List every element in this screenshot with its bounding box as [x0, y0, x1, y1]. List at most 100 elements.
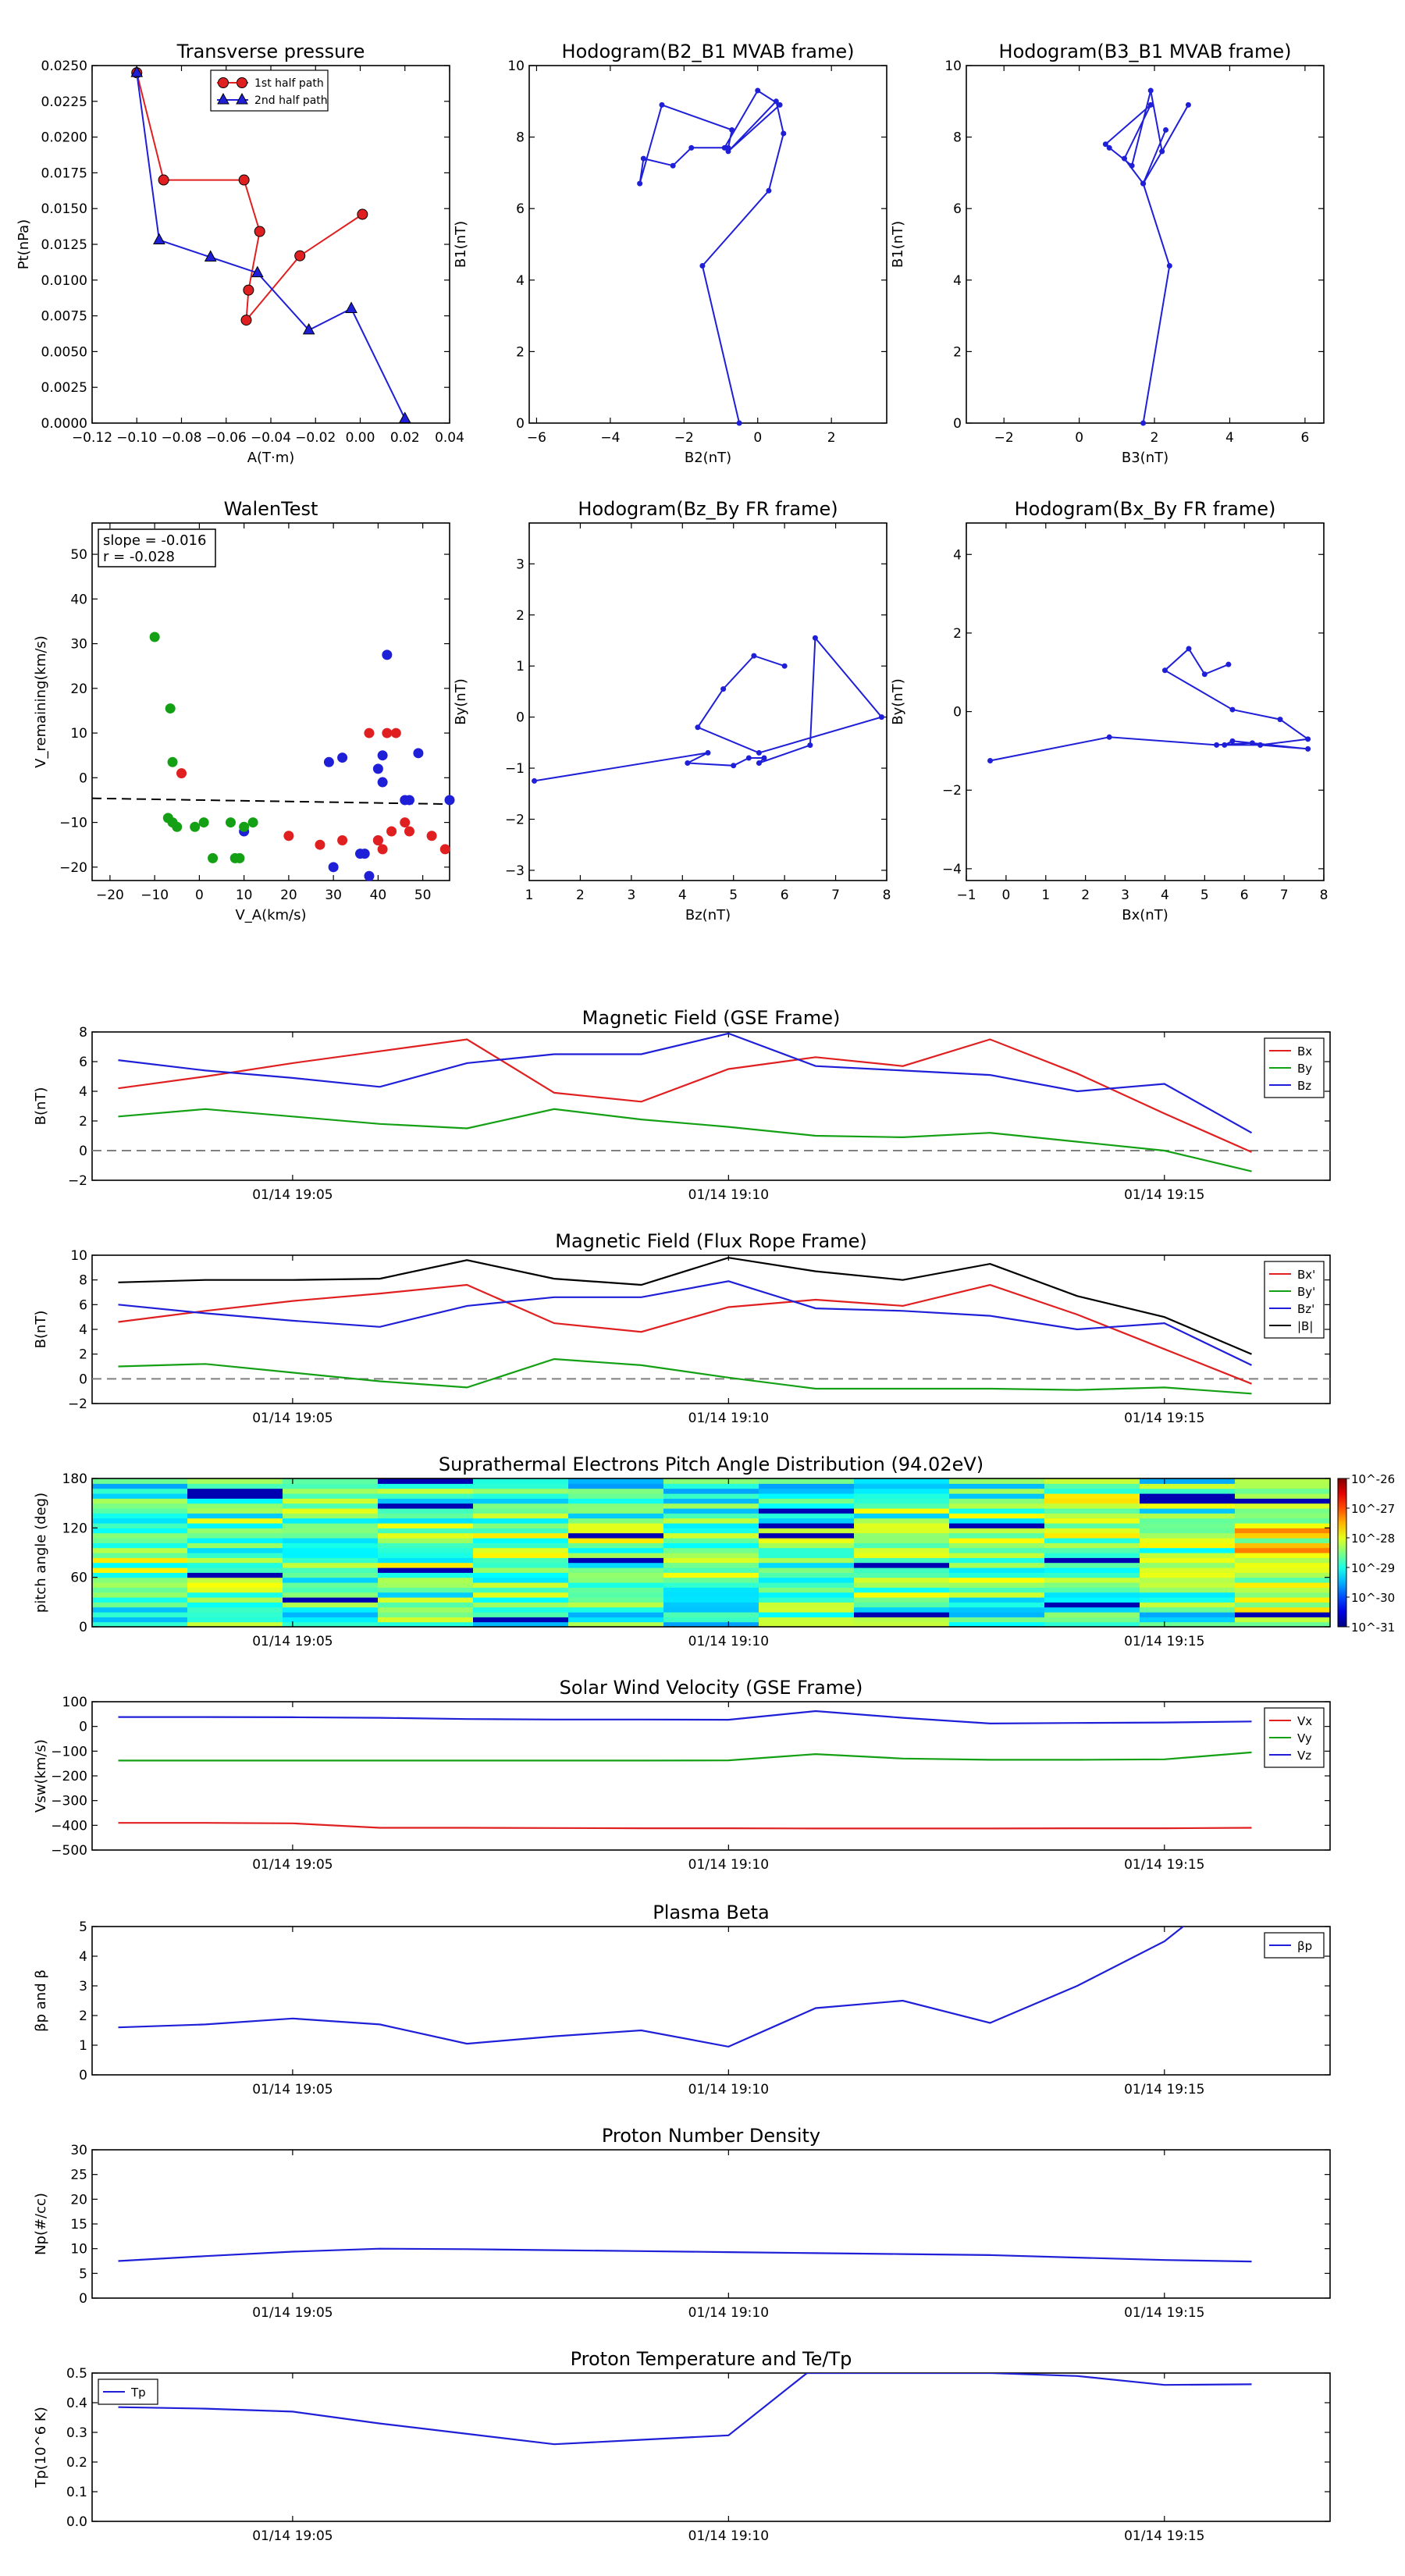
y-axis-label: V_remaining(km/s) [33, 635, 49, 768]
heatmap-cell [568, 1528, 664, 1534]
legend-label: Bz' [1297, 1302, 1314, 1316]
data-point [198, 817, 209, 828]
x-tick-label: −0.02 [295, 430, 336, 446]
heatmap-cell [854, 1597, 950, 1603]
heatmap-cell [283, 1517, 379, 1524]
y-tick-label: 180 [62, 1471, 87, 1487]
heatmap-cell [92, 1523, 188, 1528]
x-tick-label: 2 [1151, 430, 1159, 446]
y-tick-label: 8 [79, 1025, 87, 1041]
heatmap-cell [1140, 1493, 1236, 1499]
heatmap-cell [187, 1592, 283, 1598]
data-point [1305, 745, 1311, 752]
data-point [812, 635, 818, 641]
data-point [176, 768, 187, 779]
series-line [118, 1751, 1252, 1762]
heatmap-cell [378, 1478, 474, 1484]
data-point [1225, 661, 1232, 667]
y-tick-label: 30 [70, 637, 87, 653]
heatmap-cell [759, 1577, 855, 1583]
legend-label: |B| [1297, 1319, 1313, 1333]
x-tick-label: 8 [1320, 888, 1329, 903]
heatmap-cell [1140, 1523, 1236, 1528]
colorbar-tick-label: 10^-26 [1351, 1472, 1395, 1486]
heatmap-cell [663, 1523, 759, 1528]
data-point [386, 826, 397, 837]
data-point [372, 834, 383, 845]
heatmap-cell [568, 1597, 664, 1603]
legend: Vx Vy Vz [1264, 1707, 1325, 1768]
colorbar: 10^-26 10^-27 10^-28 10^-29 10^-30 10^-31 [1337, 1472, 1395, 1635]
series-b2-b1 [637, 87, 787, 426]
heatmap-cell [759, 1621, 855, 1628]
heatmap-cell [663, 1612, 759, 1617]
y-tick-label: 120 [62, 1521, 87, 1536]
heatmap-cell [759, 1562, 855, 1568]
heatmap-cell [92, 1542, 188, 1549]
x-tick-label: −10 [140, 888, 169, 903]
heatmap-cell [473, 1517, 569, 1524]
heatmap-cell [854, 1478, 950, 1484]
data-point [640, 155, 646, 162]
data-point [158, 174, 169, 186]
heatmap-cell [473, 1602, 569, 1608]
y-tick-label: −4 [942, 862, 962, 877]
heatmap-cell [378, 1567, 474, 1573]
heatmap-cell [1044, 1478, 1140, 1484]
heatmap-cell [759, 1553, 855, 1558]
series-b3-b1 [1102, 87, 1191, 426]
magnetic-field-fr: Magnetic Field (Flux Rope Frame) 01/14 19… [33, 1230, 1331, 1426]
heatmap-cell [1044, 1562, 1140, 1568]
heatmap-cell [568, 1483, 664, 1489]
heatmap-cell [663, 1587, 759, 1593]
heatmap-cell [949, 1557, 1045, 1564]
x-tick-label: 01/14 19:15 [1124, 1411, 1204, 1426]
heatmap-cell [283, 1553, 379, 1558]
heatmap-cell [92, 1577, 188, 1583]
hodogram-bx-by: Hodogram(Bx_By FR frame) −1 0 1 2 3 4 5 6 7 8 −4 −2 0… [890, 498, 1328, 923]
heatmap-cell [378, 1597, 474, 1603]
y-tick-label: 20 [70, 2192, 87, 2208]
y-tick-label: 0.0100 [41, 273, 87, 289]
heatmap-cell [1140, 1557, 1236, 1564]
heatmap-cell [187, 1567, 283, 1573]
y-tick-label: −2 [505, 812, 525, 827]
x-tick-label: 0.02 [390, 430, 420, 446]
heatmap-cell [473, 1612, 569, 1617]
heatmap-cell [187, 1528, 283, 1534]
heatmap-cell [187, 1582, 283, 1588]
heatmap-cell [759, 1538, 855, 1543]
data-point [254, 226, 265, 237]
series--b- [118, 1257, 1252, 1355]
heatmap-cell [473, 1592, 569, 1598]
y-axis-label: Vsw(km/s) [33, 1739, 49, 1813]
data-point [807, 742, 813, 749]
data-point [377, 750, 388, 761]
data-point [1147, 87, 1154, 94]
heatmap-cell [1044, 1498, 1140, 1504]
data-point [1140, 420, 1147, 426]
heatmap-cell [1235, 1562, 1331, 1568]
y-tick-label: 0 [953, 705, 962, 720]
heatmap-cell [473, 1528, 569, 1534]
heatmap-cell [1235, 1617, 1331, 1623]
heatmap-cell [1140, 1503, 1236, 1509]
y-axis-label: B1(nT) [890, 221, 906, 268]
heatmap-cell [473, 1483, 569, 1489]
y-tick-label: 3 [79, 1979, 87, 1994]
stats-text: slope = -0.016 [103, 532, 206, 549]
heatmap-cell [283, 1577, 379, 1583]
y-tick-label: −100 [51, 1744, 87, 1759]
data-point [149, 632, 160, 642]
heatmap-cell [1235, 1572, 1331, 1578]
x-tick-label: 4 [678, 888, 687, 903]
data-point [532, 777, 538, 784]
y-axis-label: B1(nT) [453, 221, 469, 268]
heatmap-cell [949, 1592, 1045, 1598]
heatmap-cell [1044, 1582, 1140, 1588]
heatmap-cell [759, 1597, 855, 1603]
data-point [1186, 646, 1192, 652]
heatmap-cell [473, 1606, 569, 1613]
heatmap-cell [663, 1517, 759, 1524]
heatmap-cell [187, 1503, 283, 1509]
